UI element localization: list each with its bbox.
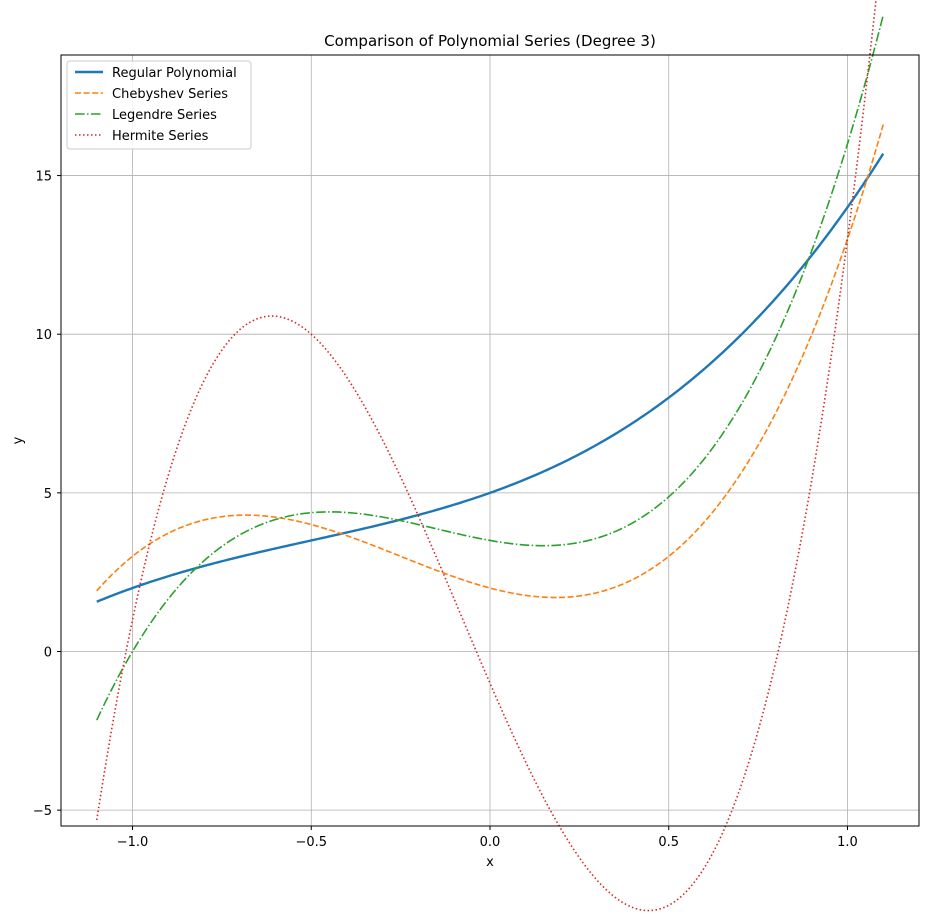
grid <box>61 55 919 826</box>
x-tick-label: 1.0 <box>837 835 858 850</box>
x-axis-label: x <box>486 855 494 870</box>
legend-label: Chebyshev Series <box>112 87 228 102</box>
axis-ticks: −1.0 −0.5 0.0 0.5 1.0 −5 0 5 10 15 <box>33 170 858 850</box>
y-tick-label: 0 <box>44 645 52 660</box>
x-tick-label: 0.5 <box>658 835 679 850</box>
legend-label: Legendre Series <box>112 108 217 123</box>
y-axis-label: y <box>11 436 26 444</box>
series-line-1 <box>96 152 885 603</box>
x-tick-label: −1.0 <box>117 835 149 850</box>
chart-title: Comparison of Polynomial Series (Degree … <box>324 32 656 50</box>
y-tick-label: 15 <box>35 170 52 185</box>
legend-box <box>66 60 252 150</box>
x-tick-label: −0.5 <box>295 835 327 850</box>
x-tick-label: 0.0 <box>480 835 501 850</box>
legend: Regular Polynomial Chebyshev Series Legend… <box>66 60 252 150</box>
series-line-2 <box>96 124 885 599</box>
legend-label: Regular Polynomial <box>112 66 237 81</box>
y-tick-label: −5 <box>33 804 52 819</box>
series-line-4 <box>95 0 877 912</box>
plot-lines <box>95 0 885 912</box>
series-line-3 <box>96 14 885 721</box>
y-tick-label: 5 <box>44 487 52 502</box>
y-tick-label: 10 <box>35 328 52 343</box>
legend-label: Hermite Series <box>112 129 209 144</box>
